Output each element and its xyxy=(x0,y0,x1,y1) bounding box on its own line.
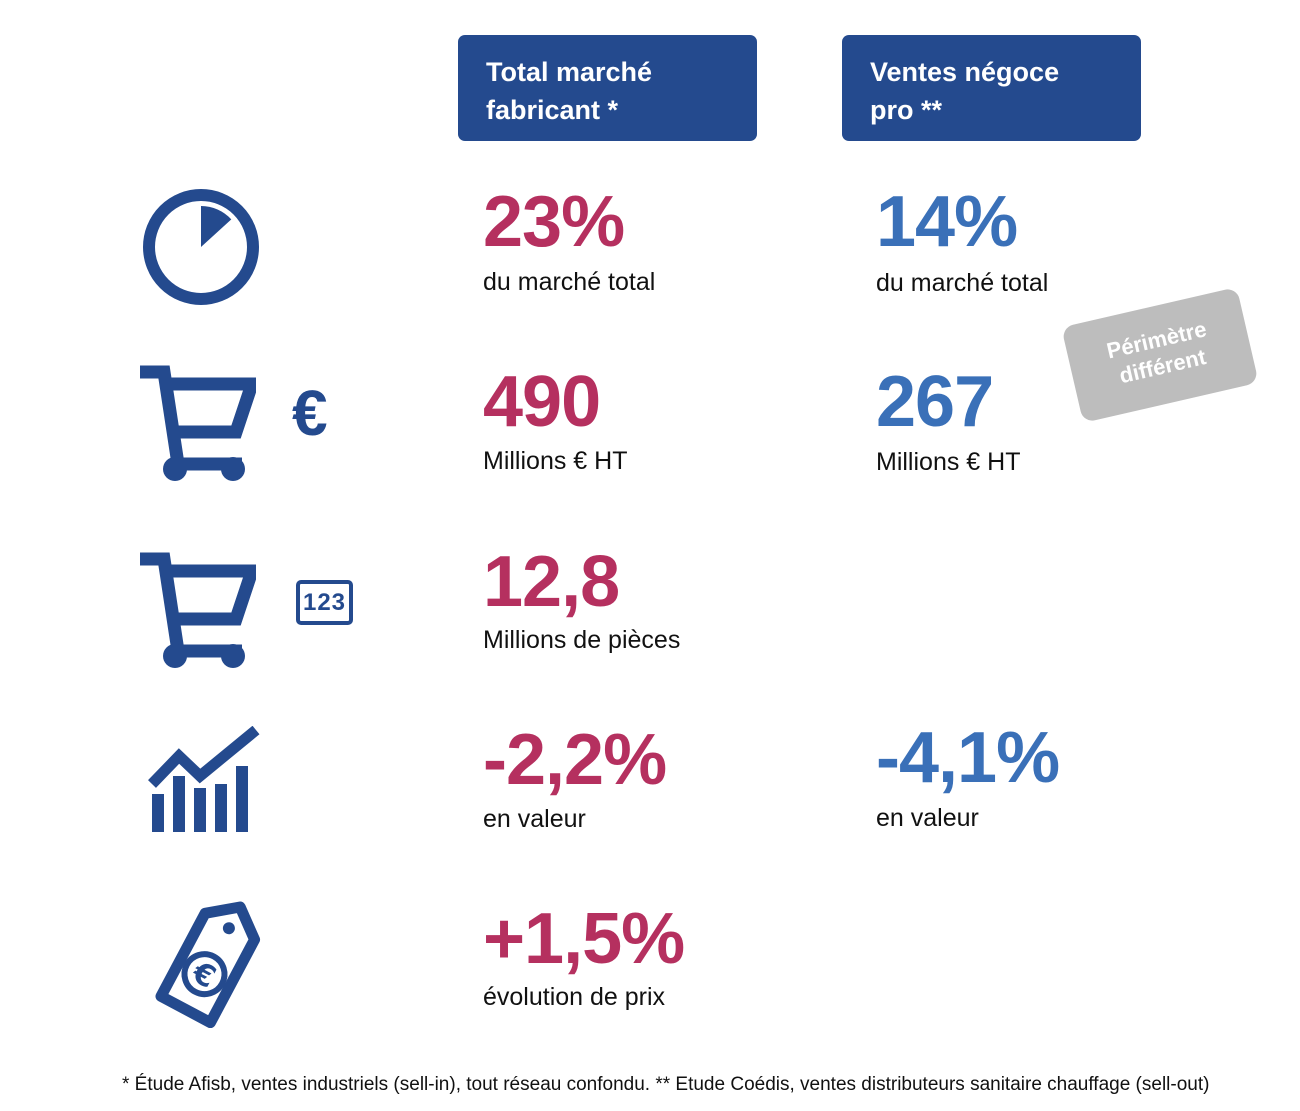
column-header-ventes-negoce: Ventes négoce pro ** xyxy=(842,35,1141,141)
column-header-line: fabricant * xyxy=(486,95,619,125)
kpi-label-right: Millions € HT xyxy=(876,448,1021,476)
column-header-line: Ventes négoce xyxy=(870,57,1060,87)
kpi-value-left: 490 xyxy=(483,362,601,442)
kpi-label-left: évolution de prix xyxy=(483,983,666,1011)
kpi-label-left: du marché total xyxy=(483,268,656,296)
cart-icon xyxy=(140,365,256,481)
column-header-line: Total marché xyxy=(486,57,653,87)
kpi-value-left: 23% xyxy=(483,182,625,262)
kpi-value-right: 14% xyxy=(876,182,1018,262)
kpi-value-left: -2,2% xyxy=(483,720,667,800)
column-header-line: pro ** xyxy=(870,95,943,125)
footnote: * Étude Afisb, ventes industriels (sell-… xyxy=(122,1074,1210,1095)
kpi-value-right: 267 xyxy=(876,362,994,442)
kpi-value-left: +1,5% xyxy=(483,899,685,979)
kpi-value-right: -4,1% xyxy=(876,718,1060,798)
kpi-value-left: 12,8 xyxy=(483,542,620,622)
counter-icon: 123 xyxy=(296,580,353,625)
kpi-label-left: Millions de pièces xyxy=(483,626,681,654)
column-header-total-marche: Total marché fabricant * xyxy=(458,35,757,141)
euro-icon: € xyxy=(292,377,328,449)
perimetre-different-badge: Périmètre différent xyxy=(1061,287,1259,423)
cart-icon xyxy=(140,552,256,668)
kpi-label-left: en valeur xyxy=(483,805,586,833)
kpi-label-right: en valeur xyxy=(876,804,979,832)
trend-bars-icon xyxy=(148,726,260,832)
kpi-label-left: Millions € HT xyxy=(483,447,628,475)
pie-chart-icon xyxy=(143,189,259,305)
kpi-label-right: du marché total xyxy=(876,269,1049,297)
price-tag-euro-icon: € xyxy=(155,901,261,1028)
